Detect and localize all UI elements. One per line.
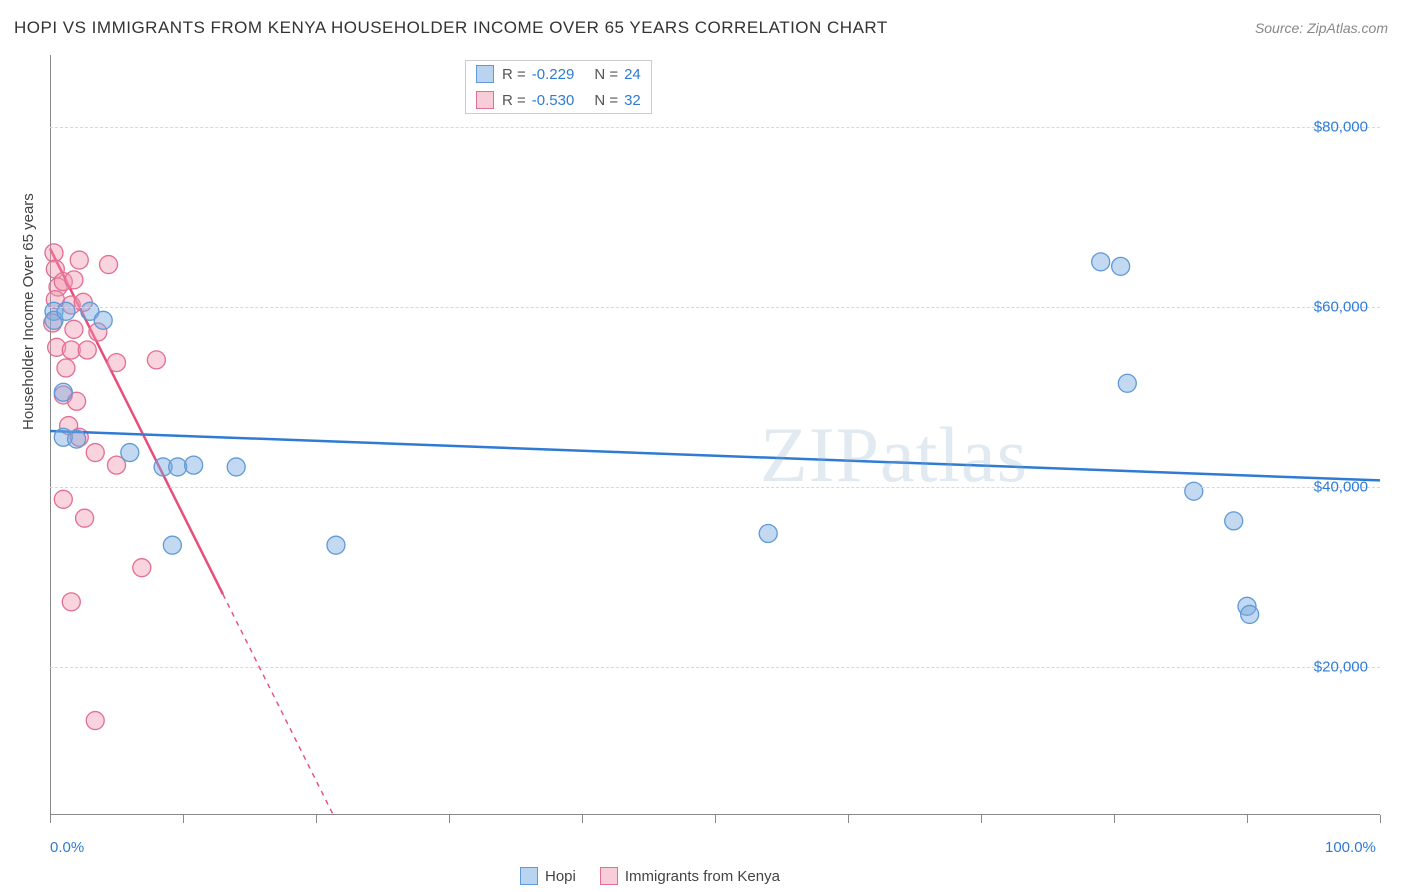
data-point[interactable] [227,458,245,476]
legend-item: Immigrants from Kenya [600,867,780,885]
data-point[interactable] [1092,253,1110,271]
x-tick [1247,815,1248,823]
legend-item: Hopi [520,867,576,885]
data-point[interactable] [78,341,96,359]
x-tick [1380,815,1381,823]
data-point[interactable] [327,536,345,554]
y-tick-label: $20,000 [1314,658,1368,675]
data-point[interactable] [86,444,104,462]
data-point[interactable] [163,536,181,554]
data-point[interactable] [121,444,139,462]
series-legend: Hopi Immigrants from Kenya [520,867,780,885]
stats-n: N = 24 [594,66,640,83]
x-tick [1114,815,1115,823]
data-point[interactable] [94,311,112,329]
trend-line-extrapolated [223,594,333,815]
data-point[interactable] [65,271,83,289]
data-point[interactable] [70,251,88,269]
plot-area: $20,000 $40,000 $60,000 $80,000 [50,55,1380,815]
grid-line [50,487,1380,488]
legend-label: Immigrants from Kenya [625,868,780,885]
data-point[interactable] [759,524,777,542]
data-point[interactable] [54,383,72,401]
data-point[interactable] [45,244,63,262]
data-point[interactable] [169,458,187,476]
data-point[interactable] [1185,482,1203,500]
data-point[interactable] [1112,257,1130,275]
x-tick [981,815,982,823]
data-point[interactable] [57,302,75,320]
data-point[interactable] [133,559,151,577]
x-tick [316,815,317,823]
data-point[interactable] [62,341,80,359]
data-point[interactable] [76,509,94,527]
y-tick-label: $60,000 [1314,298,1368,315]
stats-r: R = -0.530 [502,92,574,109]
data-point[interactable] [62,593,80,611]
stats-row: R = -0.229 N = 24 [466,61,651,87]
x-axis-label: 0.0% [50,839,84,856]
legend-swatch [476,91,494,109]
x-axis-label: 100.0% [1325,839,1376,856]
x-tick [582,815,583,823]
stats-n: N = 32 [594,92,640,109]
data-point[interactable] [86,712,104,730]
x-tick [50,815,51,823]
y-tick-label: $80,000 [1314,118,1368,135]
data-point[interactable] [100,256,118,274]
trend-line [50,431,1380,480]
grid-line [50,667,1380,668]
chart-title: HOPI VS IMMIGRANTS FROM KENYA HOUSEHOLDE… [14,18,888,38]
data-point[interactable] [1241,605,1259,623]
data-point[interactable] [65,320,83,338]
y-tick-label: $40,000 [1314,478,1368,495]
stats-r: R = -0.229 [502,66,574,83]
x-tick [848,815,849,823]
data-point[interactable] [1118,374,1136,392]
legend-swatch [600,867,618,885]
source-name: ZipAtlas.com [1307,20,1388,36]
data-point[interactable] [108,354,126,372]
data-point[interactable] [147,351,165,369]
data-point[interactable] [68,430,86,448]
data-point[interactable] [1225,512,1243,530]
correlation-stats-legend: R = -0.229 N = 24 R = -0.530 N = 32 [465,60,652,114]
legend-swatch [476,65,494,83]
legend-label: Hopi [545,868,576,885]
source-attribution: Source: ZipAtlas.com [1255,20,1388,36]
legend-swatch [520,867,538,885]
data-point[interactable] [185,456,203,474]
plot-svg [50,55,1380,815]
grid-line [50,307,1380,308]
x-tick [183,815,184,823]
grid-line [50,127,1380,128]
data-point[interactable] [57,359,75,377]
x-tick [449,815,450,823]
source-prefix: Source: [1255,20,1307,36]
stats-row: R = -0.530 N = 32 [466,87,651,113]
data-point[interactable] [54,490,72,508]
y-axis-title: Householder Income Over 65 years [20,193,37,430]
x-tick [715,815,716,823]
